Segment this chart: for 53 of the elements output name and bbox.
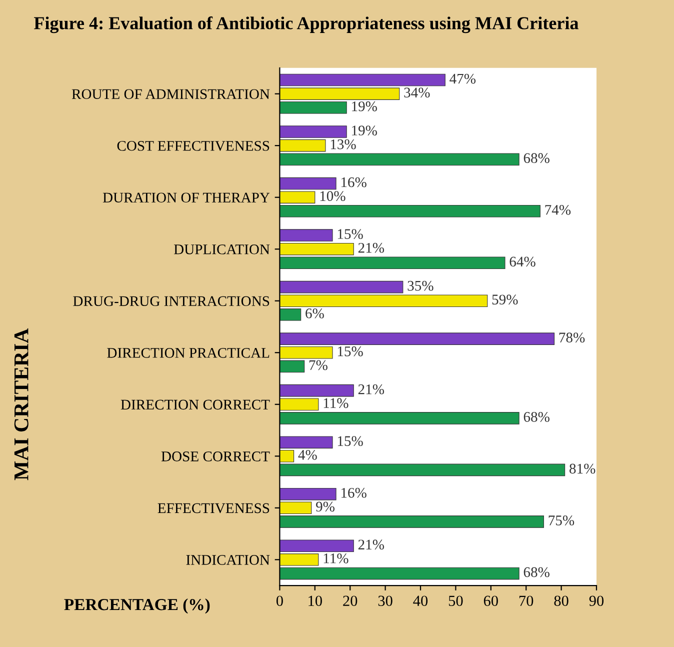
x-tick-label: 70 — [519, 596, 534, 606]
data-label: 10% — [320, 191, 346, 202]
x-tick-label: 40 — [413, 596, 428, 606]
y-tick-label: DOSE CORRECT — [161, 452, 270, 462]
x-tick-label: 10 — [308, 596, 322, 606]
chart-title: Figure 4: Evaluation of Antibiotic Appropriateness using MAI Criteria — [34, 16, 578, 34]
x-tick-label: 0 — [276, 596, 283, 606]
y-tick-label: COST EFFECTIVENESS — [117, 140, 270, 151]
y-tick-label: INDICATION — [186, 555, 270, 565]
data-label: 15% — [338, 436, 363, 446]
data-label: 35% — [408, 280, 434, 291]
x-tick-label: 50 — [448, 596, 463, 606]
y-tick-label: DIRECTION PRACTICAL — [107, 348, 270, 358]
data-label: 81% — [570, 464, 596, 474]
data-label: 16% — [341, 488, 366, 498]
data-label: 21% — [358, 384, 384, 394]
data-label: 64% — [510, 256, 536, 267]
data-label: 74% — [545, 204, 571, 215]
y-tick-label: DIRECTION CORRECT — [120, 400, 270, 410]
x-tick-label: 30 — [378, 596, 392, 606]
x-tick-label: 80 — [554, 596, 568, 606]
data-label: 34% — [404, 88, 430, 98]
data-label: 11% — [324, 553, 348, 564]
data-label: 19% — [352, 126, 377, 136]
data-label: 13% — [330, 139, 356, 150]
y-tick-label: DUPLICATION — [174, 244, 270, 254]
y-tick-label: EFFECTIVENESS — [158, 503, 270, 514]
data-label: 59% — [492, 294, 518, 305]
data-label: 6% — [306, 308, 324, 318]
data-label: 15% — [338, 346, 363, 356]
y-tick-label: ROUTE OF ADMINISTRATION — [72, 89, 270, 100]
data-label: 11% — [324, 398, 348, 408]
data-label: 15% — [338, 229, 363, 239]
data-label: 68% — [524, 567, 550, 578]
data-label: 16% — [341, 177, 366, 188]
data-label: 4% — [298, 450, 317, 460]
data-label: 78% — [559, 332, 585, 343]
x-tick-label: 90 — [589, 596, 604, 606]
x-axis-title: PERCENTAGE (%) — [64, 598, 210, 614]
data-label: 21% — [358, 540, 384, 550]
x-tick-label: 20 — [343, 596, 358, 606]
data-label: 9% — [316, 502, 334, 512]
data-label: 68% — [524, 412, 550, 422]
data-label: 75% — [548, 516, 574, 526]
y-tick-label: DURATION OF THERAPY — [102, 192, 270, 203]
y-tick-label: DRUG-DRUG INTERACTIONS — [73, 296, 270, 306]
data-label: 19% — [352, 101, 377, 112]
data-label: 21% — [358, 242, 384, 253]
y-axis-title: MAI CRITERIA — [14, 328, 28, 480]
data-label: 68% — [524, 153, 550, 164]
data-label: 7% — [309, 360, 328, 370]
x-tick-label: 60 — [484, 596, 498, 606]
data-label: 47% — [450, 74, 476, 84]
